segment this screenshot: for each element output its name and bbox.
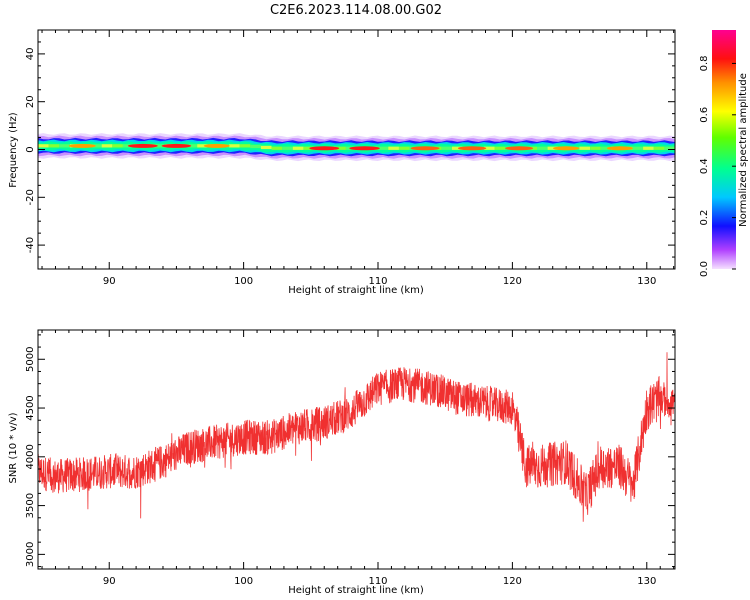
snr-x-ticks: 90 100 110 120 130: [41, 330, 675, 587]
band-core-segment: [101, 144, 113, 148]
snr-x-tick-label: 100: [234, 576, 253, 587]
band-core-segment: [239, 144, 251, 148]
spectrogram-x-axis-label: Height of straight line (km): [288, 285, 424, 296]
band-core-segment: [154, 144, 166, 148]
band-core-segment: [197, 144, 208, 148]
colorbar-ticks: 0.0 0.2 0.4 0.6 0.8: [699, 55, 736, 277]
colorbar-tick-label: 0.6: [699, 107, 710, 123]
spectrogram-x-tick-label: 110: [368, 276, 387, 287]
snr-y-tick-label: 5000: [25, 347, 36, 372]
snr-x-tick-label: 110: [368, 576, 387, 587]
snr-x-tick-label: 130: [637, 576, 656, 587]
band-core-segment: [260, 145, 272, 150]
band-core-segment: [377, 146, 389, 150]
spectrogram-y-tick-label: 0: [25, 146, 36, 152]
band-core-segment: [250, 144, 261, 149]
spectrogram-y-tick-label: 40: [25, 48, 36, 61]
band-core-segment: [303, 146, 314, 150]
band-core-segment: [547, 146, 559, 150]
band-core-segment: [38, 144, 49, 148]
spectrogram-y-ticks: -40 -20 0 20 40: [25, 29, 675, 270]
spectrogram-x-tick-label: 100: [234, 276, 253, 287]
band-core-segment: [483, 146, 495, 150]
band-peak: [552, 146, 580, 151]
band-core-segment: [48, 144, 60, 148]
snr-frame: [37, 329, 676, 570]
band-core-segment: [186, 144, 198, 148]
spectrogram-y-tick-label: -40: [25, 237, 36, 253]
snr-y-tick-label: 3000: [25, 542, 36, 567]
band-core-segment: [399, 146, 410, 150]
spectrogram-y-tick-label: -20: [25, 189, 36, 205]
band-peak: [457, 146, 487, 151]
band-core-segment: [229, 144, 240, 148]
band-core-segment: [537, 146, 548, 150]
snr-y-tick-label: 4500: [25, 395, 36, 420]
band-core-segment: [112, 144, 123, 148]
spectrogram-x-tick-label: 120: [503, 276, 522, 287]
colorbar-tick-label: 0.8: [699, 55, 710, 71]
band-core-segment: [494, 146, 506, 150]
colorbar: 0.0 0.2 0.4 0.6 0.8 Normalized spectral ampl…: [699, 30, 749, 277]
band-peak: [349, 146, 380, 151]
band-core-segment: [282, 146, 293, 150]
spectrogram-x-tick-label: 90: [103, 276, 116, 287]
colorbar-gradient: [712, 30, 736, 269]
figure-title: C2E6.2023.114.08.00.G02: [270, 3, 442, 18]
band-core-segment: [590, 146, 601, 150]
band-peak: [309, 146, 340, 151]
snr-y-axis-label: SNR (10 * v/v): [8, 412, 19, 483]
spectrogram-y-axis-label: Frequency (Hz): [8, 112, 19, 188]
band-core-segment: [579, 146, 590, 150]
snr-y-tick-label: 4000: [25, 444, 36, 469]
band-core-segment: [271, 146, 283, 150]
band-peak: [203, 143, 230, 148]
snr-y-ticks: 3000 3500 4000 4500 5000: [25, 334, 675, 567]
snr-x-tick-label: 120: [503, 576, 522, 587]
band-core-segment: [643, 146, 654, 150]
spectrogram-panel: 90 100 110 120 130 -40 -20 0 20 40 Height of str…: [8, 29, 676, 296]
band-peak: [68, 143, 96, 148]
band-peak: [161, 143, 192, 148]
band-core-segment: [91, 144, 102, 148]
band-peak: [127, 143, 158, 148]
band-core-segment: [388, 146, 399, 150]
band-core-segment: [452, 146, 463, 150]
band-peak: [410, 146, 440, 151]
band-core-segment: [335, 146, 346, 150]
colorbar-tick-label: 0.2: [699, 210, 710, 226]
spectrogram-x-ticks: 90 100 110 120 130: [41, 30, 675, 287]
snr-panel: 90 100 110 120 130 3000 3500 4000 4500 5000 Heig…: [8, 329, 676, 596]
band-peak: [606, 146, 633, 151]
snr-x-axis-label: Height of straight line (km): [288, 585, 424, 596]
band-core-segment: [292, 146, 304, 150]
snr-y-tick-label: 3500: [25, 493, 36, 518]
band-core-segment: [59, 144, 70, 148]
spectrogram-y-tick-label: 20: [25, 95, 36, 108]
band-core-segment: [600, 146, 612, 150]
band-peak: [505, 146, 534, 151]
colorbar-label: Normalized spectral amplitude: [738, 73, 749, 227]
spectral-band: [38, 133, 675, 162]
colorbar-tick-label: 0.0: [699, 261, 710, 277]
band-core-segment: [664, 146, 675, 150]
spectrogram-x-tick-label: 130: [637, 276, 656, 287]
snr-x-tick-label: 90: [103, 576, 116, 587]
band-core-segment: [441, 146, 452, 150]
band-core-segment: [653, 146, 665, 150]
colorbar-tick-label: 0.4: [699, 158, 710, 174]
snr-series-line: [38, 352, 675, 522]
band-core-segment: [632, 146, 644, 150]
